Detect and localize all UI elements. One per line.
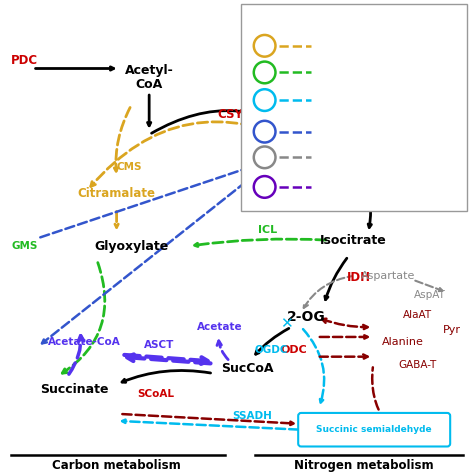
Text: 3: 3 [261, 95, 268, 105]
Text: KEY:: KEY: [268, 17, 299, 29]
Text: CMS: CMS [117, 162, 142, 172]
Text: OGDC: OGDC [255, 345, 288, 355]
Text: ✕: ✕ [280, 316, 293, 331]
Text: 5: 5 [261, 152, 268, 162]
Text: Acetate: Acetate [197, 322, 243, 332]
FancyBboxPatch shape [241, 4, 467, 210]
Text: ACO: ACO [369, 187, 397, 201]
Text: CSY: CSY [217, 109, 243, 121]
Text: 1: 1 [261, 41, 268, 51]
Text: Pyr: Pyr [443, 325, 461, 335]
Text: TCA cycle shunt: TCA cycle shunt [317, 158, 395, 168]
Text: GMS: GMS [12, 241, 38, 251]
Text: Isocitrate: Isocitrate [320, 234, 387, 247]
Text: ASCT: ASCT [144, 340, 174, 350]
FancyBboxPatch shape [298, 413, 450, 447]
Text: 2-OG: 2-OG [287, 310, 326, 324]
Text: PDC: PDC [11, 54, 38, 67]
Text: Succinate: Succinate [40, 383, 109, 396]
Text: Citramalate shunt: Citramalate shunt [317, 41, 405, 51]
Text: Succinic semialdehyde: Succinic semialdehyde [316, 425, 432, 434]
Text: SucCoA: SucCoA [222, 362, 274, 375]
Text: 6: 6 [261, 182, 268, 192]
Text: ICL: ICL [258, 225, 277, 236]
Text: Alanine: Alanine [382, 337, 424, 347]
Text: Cyanobacteria: Cyanobacteria [317, 89, 388, 99]
Text: ODC: ODC [281, 345, 308, 355]
Text: AspAT: AspAT [413, 291, 446, 301]
Text: GABA-T: GABA-T [399, 360, 437, 370]
Text: Glyoxylate shunt: Glyoxylate shunt [317, 67, 400, 77]
Text: Nitrogen metabolism: Nitrogen metabolism [293, 459, 433, 472]
Text: GABA shunt: GABA shunt [317, 127, 375, 137]
Text: Acetyl-: Acetyl- [125, 64, 173, 77]
Text: SSADH: SSADH [232, 411, 272, 421]
Text: IDH: IDH [346, 271, 370, 284]
Text: Acetate shunt: Acetate shunt [317, 182, 385, 192]
Text: 2: 2 [261, 67, 268, 77]
Text: Cyanobacteria: Cyanobacteria [317, 146, 388, 156]
Text: 4: 4 [261, 127, 268, 137]
Text: Acetate-CoA: Acetate-CoA [48, 337, 120, 347]
Text: Carbon metabolism: Carbon metabolism [52, 459, 181, 472]
Text: CoA: CoA [136, 78, 163, 91]
Text: Glyoxylate: Glyoxylate [94, 240, 169, 253]
Text: AlaAT: AlaAT [403, 310, 432, 320]
Text: SCoAL: SCoAL [137, 389, 174, 399]
Text: Citrate: Citrate [325, 138, 373, 151]
Text: TCA cycle shunt: TCA cycle shunt [317, 101, 395, 111]
Text: Citramalate: Citramalate [78, 187, 155, 201]
Text: Aspartate: Aspartate [361, 271, 415, 281]
